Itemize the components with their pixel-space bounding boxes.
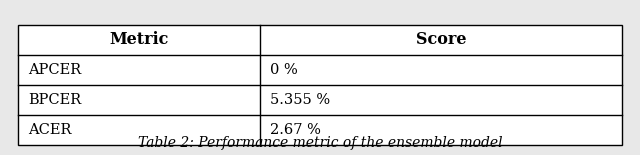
Text: BPCER: BPCER: [28, 93, 81, 107]
Text: 2.67 %: 2.67 %: [269, 123, 321, 137]
Bar: [18, 25, 622, 145]
Text: Score: Score: [415, 31, 466, 49]
Text: 0 %: 0 %: [269, 63, 298, 77]
Text: 5.355 %: 5.355 %: [269, 93, 330, 107]
Text: Metric: Metric: [109, 31, 168, 49]
Text: ACER: ACER: [28, 123, 72, 137]
Text: Table 2: Performance metric of the ensemble model: Table 2: Performance metric of the ensem…: [138, 136, 502, 150]
Text: APCER: APCER: [28, 63, 81, 77]
